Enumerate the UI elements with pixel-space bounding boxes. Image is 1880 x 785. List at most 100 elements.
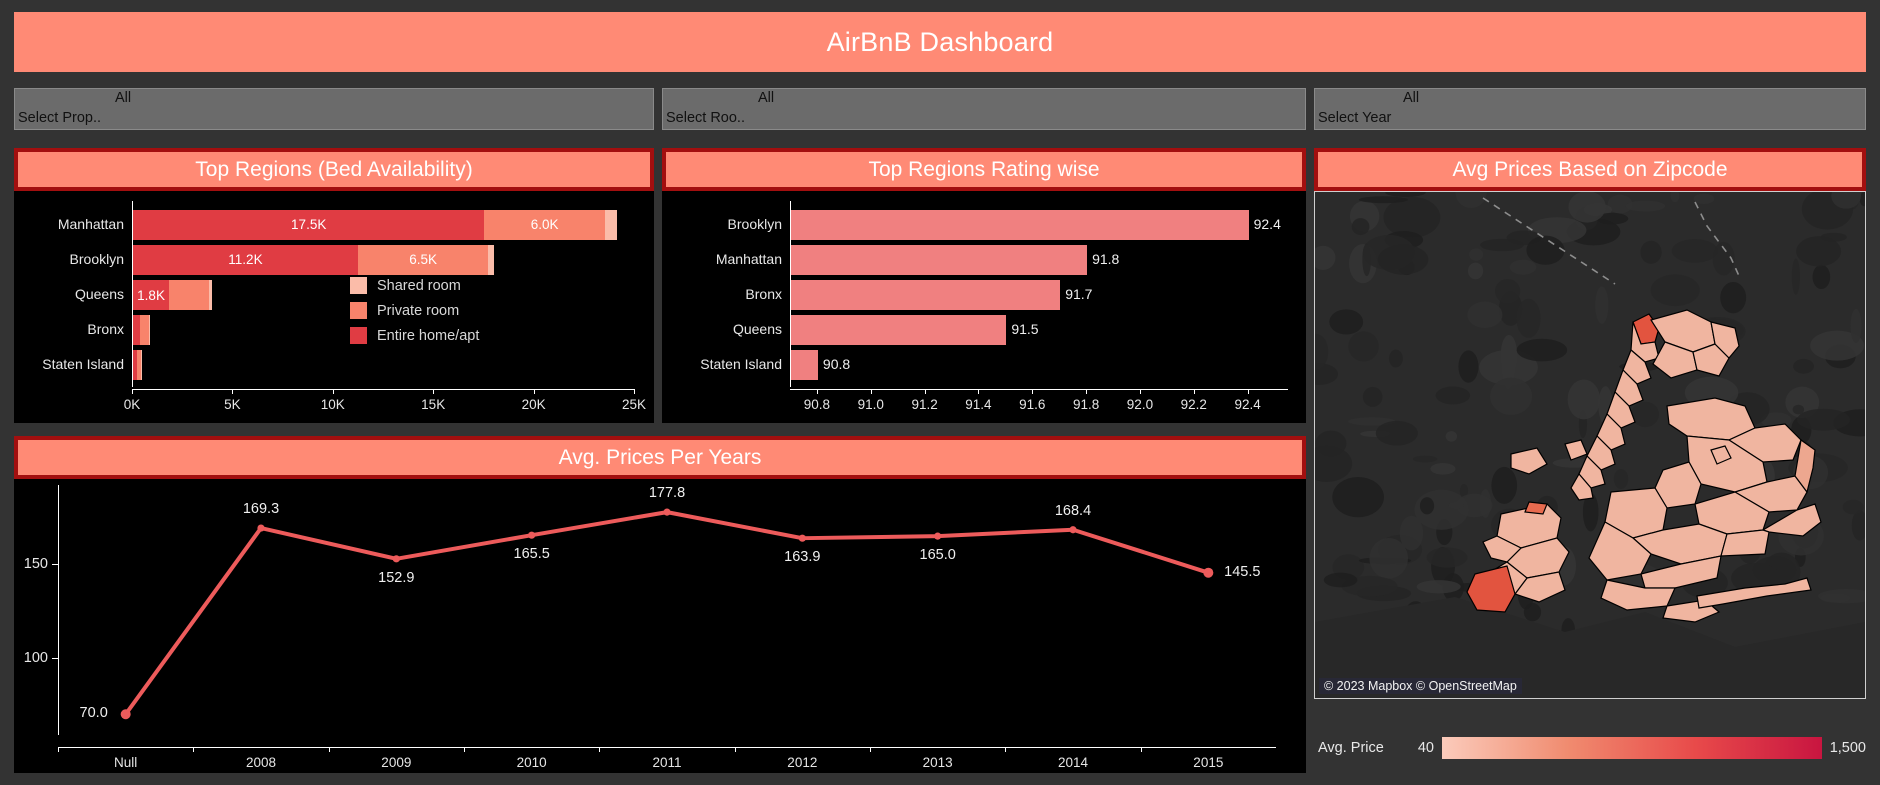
bar-segment-entire [133, 350, 137, 381]
rating-x-tick [816, 389, 818, 394]
beds-x-tick-label: 10K [320, 397, 345, 412]
rating-category-label-queens: Queens [732, 321, 782, 338]
beds-x-tick-label: 25K [621, 397, 647, 412]
line-x-tick-label: Null [114, 755, 138, 770]
beds-category-label-manhattan: Manhattan [57, 215, 124, 232]
panel-zipcode-map: Avg Prices Based on Zipcode © 2023 Mapbo… [1314, 148, 1866, 773]
bar-segment-entire: 1.8K [133, 280, 170, 310]
legend-item-entire-home-apt[interactable]: Entire home/apt [350, 323, 479, 348]
bar-group-queens[interactable]: 1.8K [133, 280, 212, 310]
line-point-label-2010: 165.5 [513, 546, 550, 563]
map-legend-max: 1,500 [1829, 740, 1866, 756]
bar-segment-private [169, 280, 210, 310]
line-x-tick-label: 2013 [922, 755, 953, 770]
legend-swatch-shared-room [350, 277, 367, 294]
rating-x-tick [1032, 389, 1034, 394]
filter-select-room-type[interactable]: Select Roo.. All [662, 88, 1306, 130]
beds-x-tick-label: 0K [123, 397, 141, 412]
filter-value-year: All [1403, 90, 1420, 106]
line-y-axis-line [58, 485, 59, 735]
line-x-tick [464, 747, 465, 752]
panel-bed-availability: Top Regions (Bed Availability) Manhattan… [14, 148, 654, 425]
bar-segment-shared [209, 280, 212, 310]
line-point-label-2015: 145.5 [1224, 563, 1261, 580]
bar-group-bronx[interactable] [133, 315, 151, 346]
line-point-label-2012: 163.9 [784, 549, 821, 566]
line-point-label-2011: 177.8 [648, 485, 686, 502]
bar-staten-island[interactable] [791, 350, 818, 381]
line-x-tick-label: 2011 [652, 755, 682, 770]
chart-region-rating[interactable]: Brooklyn 92.4 Manhattan 91.8 Bronx 91.7 Queens… [662, 191, 1306, 423]
line-x-tick-label: 2010 [516, 755, 547, 770]
beds-x-tick [634, 389, 635, 394]
rating-x-tick-label: 92.4 [1234, 397, 1261, 412]
rating-x-tick-label: 92.2 [1180, 397, 1207, 412]
bar-segment-private: 6.0K [484, 209, 605, 240]
legend-swatch-private-room [350, 302, 367, 319]
line-x-tick [1140, 747, 1142, 752]
chart-legend-room-type: Shared room Private room Entire home/apt [350, 273, 479, 348]
panel-title-bed-availability: Top Regions (Bed Availability) [14, 148, 654, 191]
line-x-tick [734, 747, 736, 752]
beds-x-tick [132, 389, 133, 394]
page-title: AirBnB Dashboard [826, 26, 1054, 57]
line-y-tick [52, 564, 58, 566]
beds-category-label-staten-island: Staten Island [42, 356, 124, 373]
bar-segment-shared [604, 209, 617, 240]
map-zipcode-regions[interactable] [1466, 309, 1822, 623]
rating-category-label-bronx: Bronx [745, 286, 782, 302]
bar-group-staten-island[interactable] [133, 350, 143, 381]
bar-brooklyn[interactable] [791, 209, 1249, 240]
bar-segment-shared [488, 244, 495, 275]
chart-avg-prices-per-year[interactable]: 100 150 70.0 169.3 152.9 165.5 177.8 163.9 165.0… [14, 479, 1306, 773]
rating-x-axis-line [790, 389, 1288, 390]
legend-label-private-room: Private room [377, 302, 460, 319]
bar-segment-entire: 11.2K [133, 244, 358, 275]
bar-segment-private [136, 350, 142, 381]
map-water [1315, 597, 1865, 698]
filter-select-property-type[interactable]: Select Prop.. All [14, 88, 654, 130]
line-x-tick-label: 2009 [381, 755, 412, 770]
bar-value-brooklyn: 92.4 [1253, 215, 1281, 232]
legend-item-shared-room[interactable]: Shared room [350, 273, 479, 298]
beds-x-tick [332, 389, 334, 394]
beds-y-axis-line [132, 201, 133, 387]
line-x-axis-line [58, 747, 1276, 748]
rating-x-tick [870, 389, 872, 394]
filter-select-year[interactable]: Select Year All [1314, 88, 1866, 130]
beds-x-axis-line [132, 389, 634, 390]
line-x-tick [1005, 747, 1007, 752]
beds-category-label-queens: Queens [74, 286, 124, 302]
panel-title-region-rating: Top Regions Rating wise [662, 148, 1306, 191]
bar-group-brooklyn[interactable]: 11.2K 6.5K [133, 244, 495, 275]
beds-x-tick-label: 5K [224, 397, 241, 412]
line-x-tick-label: 2014 [1057, 755, 1089, 770]
bar-bronx[interactable] [791, 280, 1061, 310]
chart-bed-availability[interactable]: Manhattan 17.5K 6.0K Brooklyn 11.2K 6.5K Queen… [14, 191, 654, 423]
rating-x-tick-label: 91.2 [911, 397, 938, 412]
map-legend-title: Avg. Price [1318, 740, 1384, 756]
rating-x-tick-label: 91.8 [1072, 397, 1100, 412]
line-x-tick-label: 2015 [1193, 755, 1224, 770]
map-canvas[interactable]: © 2023 Mapbox © OpenStreetMap [1314, 191, 1866, 699]
line-point-label-2013: 165.0 [919, 547, 956, 564]
legend-item-private-room[interactable]: Private room [350, 298, 479, 323]
bar-queens[interactable] [791, 315, 1007, 346]
line-x-tick [599, 747, 601, 752]
bar-group-manhattan[interactable]: 17.5K 6.0K [133, 209, 617, 240]
line-y-tick-label: 100 [23, 650, 48, 666]
rating-x-tick-label: 90.8 [803, 397, 831, 412]
rating-category-label-brooklyn: Brooklyn [727, 215, 782, 232]
beds-x-tick [533, 389, 535, 394]
map-vector [1315, 192, 1865, 698]
line-x-tick-label: 2008 [245, 755, 277, 770]
bar-manhattan[interactable] [791, 244, 1088, 275]
line-point-label-2014: 168.4 [1054, 502, 1092, 519]
beds-x-tick [232, 389, 234, 394]
rating-x-tick-label: 92.0 [1126, 397, 1154, 412]
bar-segment-private: 6.5K [357, 244, 489, 275]
filter-label-property-type: Select Prop.. [18, 110, 102, 126]
rating-category-label-staten-island: Staten Island [700, 356, 782, 373]
map-color-legend: Avg. Price 40 1,500 [1314, 737, 1866, 759]
